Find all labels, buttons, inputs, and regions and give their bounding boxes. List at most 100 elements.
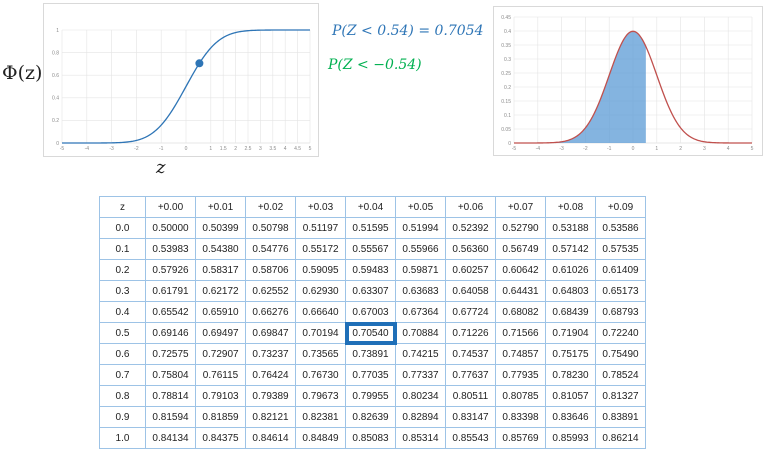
highlighted-table-cell: 0.70540 [344,321,397,345]
pdf-y-tick-label: 0 [508,141,511,147]
probability-formula-negative: P(Z < −0.54) [328,57,422,73]
table-cell: 0.84849 [295,427,346,449]
table-cell: 0.65910 [195,301,246,323]
table-cell: 0.60642 [495,259,546,281]
pdf-x-tick-label: 4 [727,146,730,152]
pdf-y-tick-label: 0.3 [504,57,511,63]
table-cell: 0.52790 [495,217,546,239]
table-cell: 0.70194 [295,322,346,344]
table-cell: 0.61409 [595,259,646,281]
pdf-y-tick-label: 0.35 [501,43,511,49]
table-cell: 0.74857 [495,343,546,365]
formula-1-text: P(Z < 0.54) = 0.7054 [332,23,484,39]
table-cell: 0.74215 [395,343,446,365]
cdf-y-tick-label: 1 [56,28,59,34]
cdf-x-tick-label: 2.5 [245,146,252,152]
table-cell: 0.79955 [345,385,396,407]
cdf-y-axis-label: Φ(z) [2,62,43,84]
table-cell: 0.74537 [445,343,496,365]
table-cell: 0.63307 [345,280,396,302]
table-cell: 0.58317 [195,259,246,281]
table-cell: 0.56360 [445,238,496,260]
table-row-z-value: 0.0 [99,217,146,239]
table-cell: 0.58706 [245,259,296,281]
cdf-y-tick-label: 0.8 [52,50,59,56]
table-cell: 0.79673 [295,385,346,407]
table-cell: 0.51197 [295,217,346,239]
table-cell: 0.76424 [245,364,296,386]
cdf-y-tick-label: 0.4 [52,96,59,102]
table-cell: 0.54776 [245,238,296,260]
table-cell: 0.68439 [545,301,596,323]
pdf-y-tick-label: 0.05 [501,127,511,133]
table-cell: 0.53188 [545,217,596,239]
table-cell: 0.65542 [145,301,196,323]
table-cell: 0.75804 [145,364,196,386]
cdf-x-tick-label: 4 [284,146,287,152]
table-cell: 0.62552 [245,280,296,302]
cdf-x-tick-label: 4.5 [294,146,301,152]
table-cell: 0.85993 [545,427,596,449]
table-cell: 0.52392 [445,217,496,239]
pdf-chart: 0 0.05 0.1 0.15 0.2 0.25 0.3 0.35 0.4 0.45 -5 -4 -3… [493,6,763,156]
table-cell: 0.85083 [345,427,396,449]
table-cell: 0.59095 [295,259,346,281]
table-cell: 0.77637 [445,364,496,386]
table-cell: 0.81859 [195,406,246,428]
pdf-x-tick-label: 3 [703,146,706,152]
pdf-x-tick-label: -1 [607,146,612,152]
pdf-y-tick-label: 0.25 [501,71,511,77]
pdf-y-tick-label: 0.45 [501,15,511,21]
table-cell: 0.71566 [495,322,546,344]
table-cell: 0.69497 [195,322,246,344]
table-cell: 0.83646 [545,406,596,428]
table-cell: 0.80511 [445,385,496,407]
table-cell: 0.56749 [495,238,546,260]
table-header-cell: +0.08 [545,196,596,218]
table-row: 0.7 0.75804 0.76115 0.76424 0.76730 0.77035 0.… [99,364,646,386]
table-cell: 0.72907 [195,343,246,365]
table-cell: 0.51595 [345,217,396,239]
table-cell: 0.71226 [445,322,496,344]
table-row: 0.3 0.61791 0.62172 0.62552 0.62930 0.63307 0.… [99,280,646,302]
table-cell: 0.85543 [445,427,496,449]
cdf-highlight-point [195,59,204,68]
table-row: 0.0 0.50000 0.50399 0.50798 0.51197 0.51595 0.… [99,217,646,239]
cdf-series-line [62,29,310,144]
table-header-cell: +0.07 [495,196,546,218]
table-cell: 0.84375 [195,427,246,449]
cdf-x-tick-label: -4 [85,146,90,152]
pdf-series-line [514,30,752,144]
table-cell: 0.84134 [145,427,196,449]
table-row: 0.9 0.81594 0.81859 0.82121 0.82381 0.82639 0.… [99,406,646,428]
table-cell: 0.86214 [595,427,646,449]
table-cell: 0.55966 [395,238,446,260]
table-cell: 0.55172 [295,238,346,260]
table-cell: 0.82121 [245,406,296,428]
table-header-cell: +0.09 [595,196,646,218]
table-cell: 0.67364 [395,301,446,323]
table-cell: 0.63683 [395,280,446,302]
table-row-z-value: 0.7 [99,364,146,386]
table-cell: 0.84614 [245,427,296,449]
table-row-z-value: 0.4 [99,301,146,323]
pdf-shaded-area [514,31,646,144]
pdf-x-tick-label: -2 [583,146,588,152]
probability-formula-positive: P(Z < 0.54) = 0.7054 [332,23,484,39]
cdf-x-tick-label: 0 [185,146,188,152]
formula-2-text: P(Z < −0.54) [328,57,422,73]
table-cell: 0.69146 [145,322,196,344]
table-header-cell: +0.06 [445,196,496,218]
table-cell: 0.62172 [195,280,246,302]
table-cell: 0.50399 [195,217,246,239]
table-cell: 0.57535 [595,238,646,260]
table-cell: 0.71904 [545,322,596,344]
table-row: 1.0 0.84134 0.84375 0.84614 0.84849 0.85083 0.… [99,427,646,449]
table-header-cell: +0.05 [395,196,446,218]
table-row: 0.6 0.72575 0.72907 0.73237 0.73565 0.73891 0.… [99,343,646,365]
table-cell: 0.81327 [595,385,646,407]
table-cell: 0.65173 [595,280,646,302]
pdf-y-tick-label: 0.4 [504,29,511,35]
table-cell: 0.50000 [145,217,196,239]
table-header-cell: +0.02 [245,196,296,218]
